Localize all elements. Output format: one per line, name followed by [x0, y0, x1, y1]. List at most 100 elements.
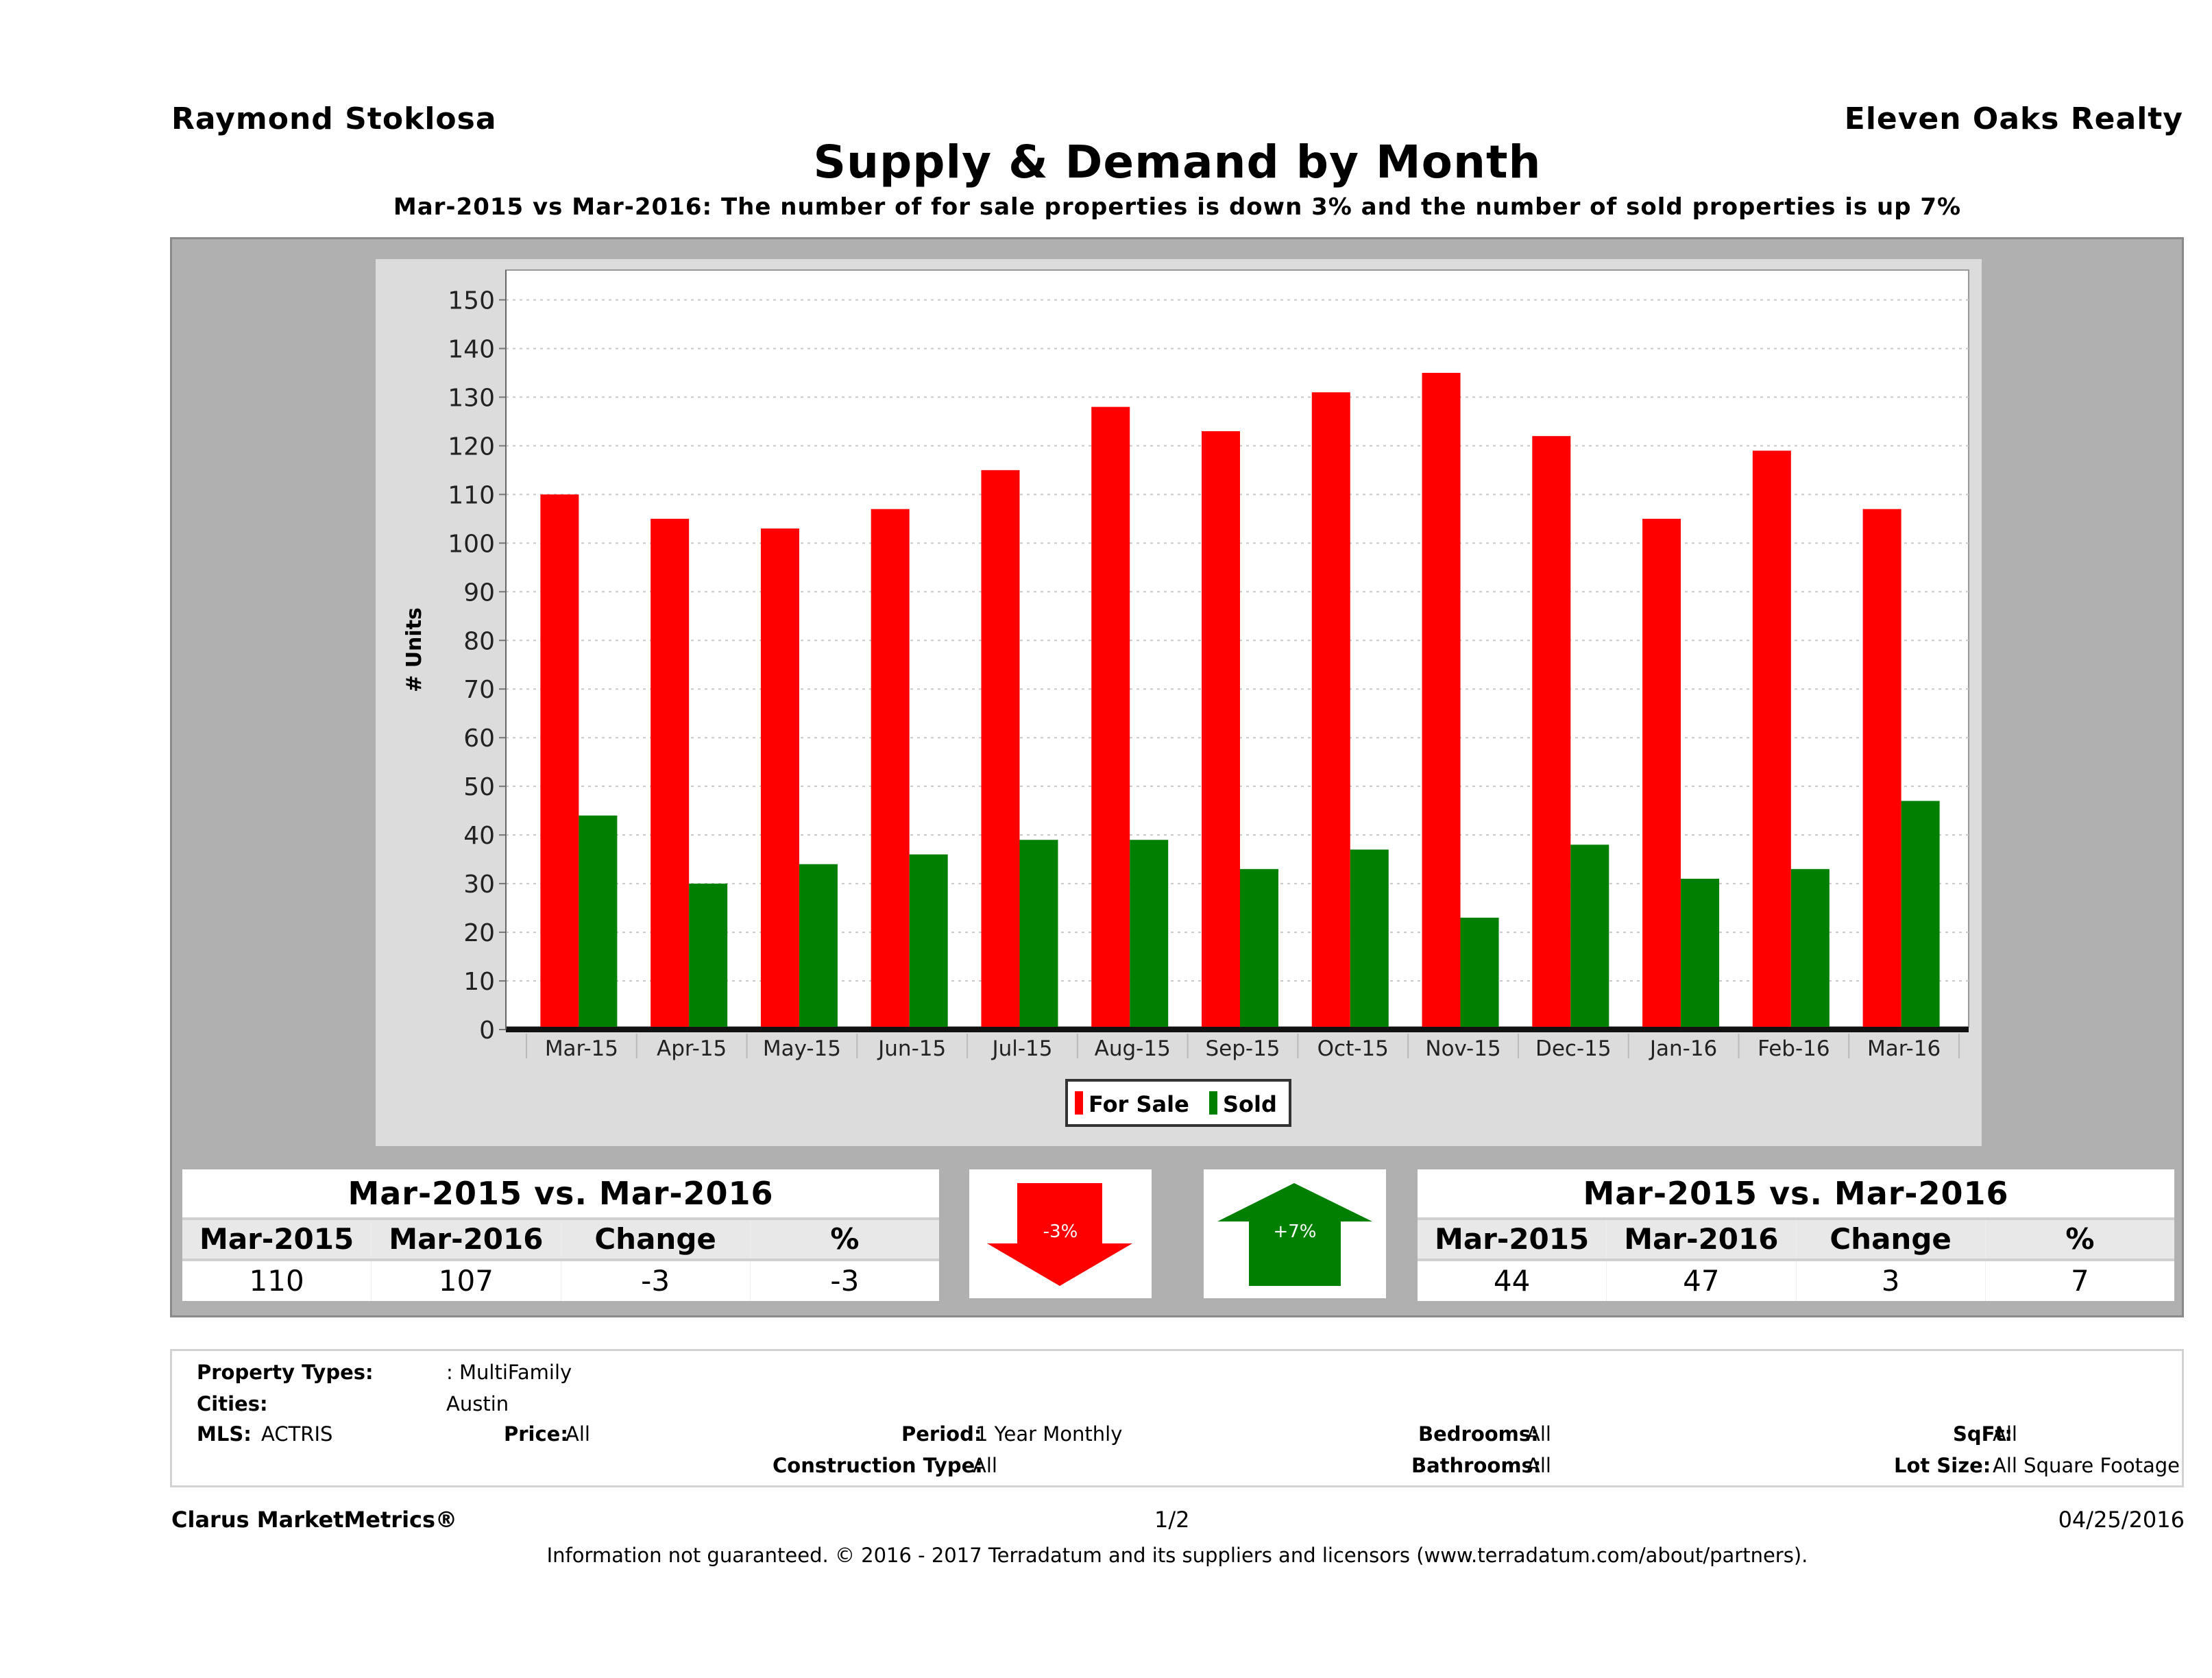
arrow-up-icon — [1217, 1183, 1372, 1286]
sold-summary-header-row: Mar-2015 Mar-2016 Change % — [1418, 1217, 2174, 1261]
y-axis-ticks: 0 10 20 30 40 50 60 70 80 90 100 110 120 130 140 150 — [448, 287, 506, 1045]
bar-for-sale — [1311, 392, 1350, 1030]
x-tick-label: Mar-16 — [1867, 1036, 1941, 1061]
bar-sold — [1570, 844, 1609, 1030]
y-tick-label: 50 — [463, 773, 495, 801]
y-tick-label: 120 — [448, 433, 495, 461]
table-cell: -3 — [830, 1264, 860, 1298]
column-header: % — [830, 1222, 860, 1256]
y-tick-label: 40 — [463, 822, 495, 850]
table-cell: -3 — [561, 1261, 751, 1301]
y-tick-label: 100 — [448, 530, 495, 558]
y-tick-label: 90 — [463, 579, 495, 607]
y-tick-label: 70 — [463, 676, 495, 704]
bar-for-sale — [651, 518, 690, 1030]
table-cell: 3 — [1797, 1261, 1986, 1301]
period-label: Period: — [901, 1422, 982, 1446]
page-title: Supply & Demand by Month — [813, 136, 1542, 189]
y-tick-label: 60 — [463, 725, 495, 753]
footer-brand: Clarus MarketMetrics® — [171, 1507, 458, 1533]
bars — [540, 372, 1940, 1030]
x-tick-label: Sep-15 — [1205, 1036, 1280, 1061]
bar-for-sale — [1752, 450, 1791, 1030]
column-header: Mar-2016 — [1607, 1220, 1797, 1258]
x-tick-label: Jan-16 — [1649, 1036, 1717, 1061]
column-header: Mar-2015 — [1418, 1220, 1607, 1258]
bar-sold — [1460, 917, 1499, 1030]
bar-for-sale — [540, 494, 579, 1030]
disclaimer: Information not guaranteed. © 2016 - 201… — [546, 1544, 1808, 1567]
period-value: 1 Year Monthly — [975, 1422, 1123, 1446]
table-cell: 107 — [372, 1261, 561, 1301]
bar-for-sale — [871, 509, 910, 1030]
bar-sold — [1240, 868, 1278, 1030]
bedrooms-value: All — [1527, 1422, 1551, 1446]
bar-sold — [1790, 868, 1830, 1030]
agent-name: Raymond Stoklosa — [171, 101, 497, 136]
legend-box — [1065, 1079, 1291, 1127]
bar-for-sale — [981, 470, 1020, 1030]
bathrooms-value: All — [1527, 1454, 1551, 1477]
x-tick-label: Feb-16 — [1758, 1036, 1830, 1061]
search-criteria: Property Types: : MultiFamily Cities: Au… — [170, 1349, 2184, 1487]
bar-sold — [1681, 879, 1720, 1030]
sqft-value: All — [1993, 1422, 2017, 1446]
cities-value: Austin — [446, 1392, 509, 1415]
x-axis-ticks: Mar-15 Apr-15 May-15 Jun-15 Jul-15 Aug-15 Sep-… — [526, 1034, 1960, 1061]
for-sale-change-label: -3% — [1043, 1221, 1078, 1242]
y-tick-label: 140 — [448, 335, 495, 363]
mls-value: ACTRIS — [261, 1422, 333, 1446]
for-sale-summary-value-row: 110 107 -3 -3 — [182, 1261, 939, 1301]
lot-size-label: Lot Size: — [1894, 1454, 1991, 1477]
x-tick-label: Jun-15 — [877, 1036, 946, 1061]
construction-type-label: Construction Type: — [773, 1454, 983, 1477]
office-name: Eleven Oaks Realty — [1844, 101, 2183, 136]
for-sale-summary-table: Mar-2015 vs. Mar-2016 Mar-2015 Mar-2016 … — [182, 1169, 939, 1301]
arrow-down-icon — [987, 1183, 1132, 1286]
bar-for-sale — [760, 528, 799, 1030]
construction-type-value: All — [973, 1454, 997, 1477]
column-header: Mar-2015 — [182, 1220, 372, 1258]
y-tick-label: 10 — [463, 968, 495, 996]
sold-change-indicator: +7% — [1204, 1169, 1386, 1298]
cities-label: Cities: — [197, 1392, 268, 1415]
bar-sold — [579, 815, 618, 1030]
for-sale-summary-header-row: Mar-2015 Mar-2016 Change % — [182, 1217, 939, 1261]
for-sale-summary-title: Mar-2015 vs. Mar-2016 — [182, 1169, 939, 1217]
bar-for-sale — [1202, 431, 1240, 1030]
bar-sold — [689, 884, 728, 1030]
y-tick-label: 130 — [448, 384, 495, 412]
x-tick-label: Jul-15 — [990, 1036, 1052, 1061]
for-sale-change-indicator: -3% — [969, 1169, 1152, 1298]
x-tick-label: Dec-15 — [1535, 1036, 1612, 1061]
report-date: 04/25/2016 — [2058, 1507, 2185, 1533]
bar-for-sale — [1091, 406, 1130, 1030]
sqft-label: SqFt: — [1953, 1422, 2013, 1446]
table-cell: 47 — [1607, 1261, 1797, 1301]
property-types-label: Property Types: — [197, 1361, 374, 1384]
bar-for-sale — [1532, 436, 1571, 1030]
legend-label-for-sale: For Sale — [1089, 1091, 1189, 1117]
y-tick-label: 20 — [463, 919, 495, 947]
bar-sold — [1350, 849, 1389, 1030]
x-tick-label: Apr-15 — [657, 1036, 727, 1061]
table-cell: 110 — [182, 1261, 372, 1301]
bar-sold — [1901, 801, 1940, 1030]
page-subtitle: Mar-2015 vs Mar-2016: The number of for … — [393, 193, 1962, 221]
bar-sold — [1019, 840, 1058, 1030]
x-tick-label: May-15 — [763, 1036, 841, 1061]
bedrooms-label: Bedrooms: — [1418, 1422, 1539, 1446]
price-value: All — [566, 1422, 590, 1446]
column-header: % — [2065, 1222, 2095, 1256]
x-tick-label: Aug-15 — [1095, 1036, 1171, 1061]
table-cell: 7 — [2071, 1264, 2089, 1298]
bar-sold — [909, 854, 948, 1030]
bar-sold — [799, 864, 838, 1030]
column-header: Change — [561, 1220, 751, 1258]
legend-label-sold: Sold — [1223, 1091, 1277, 1117]
x-tick-label: Nov-15 — [1425, 1036, 1500, 1061]
column-header: Change — [1797, 1220, 1986, 1258]
property-types-value: : MultiFamily — [446, 1361, 572, 1384]
y-tick-label: 0 — [479, 1017, 495, 1045]
bar-chart: 0 10 20 30 40 50 60 70 80 90 100 110 120 130 140 150 Ma… — [402, 269, 1969, 1127]
